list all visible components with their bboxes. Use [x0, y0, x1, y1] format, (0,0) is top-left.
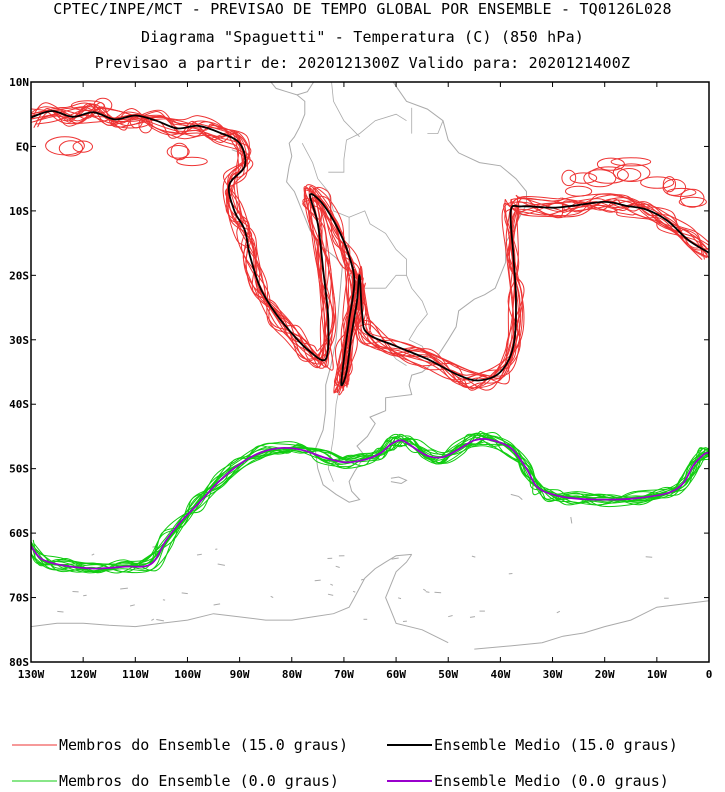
member-contour-15c: [610, 157, 652, 167]
longitude-axis: 130W 120W 110W 100W 90W 80W 70W 60W 50W 40W 30W 20W…: [18, 82, 713, 681]
member-contour-15c: [640, 176, 675, 189]
lon-tick-label: 110W: [122, 668, 149, 681]
lat-tick-label: 30S: [9, 334, 29, 347]
member-contour-15c: [596, 157, 625, 171]
member-contour-15c: [93, 97, 113, 113]
member-contour-15c: [176, 156, 208, 167]
member-contour-15c: [166, 145, 190, 159]
member-contour-15c: [583, 169, 617, 188]
lon-tick-label: 30W: [543, 668, 563, 681]
member-contour-15c: [37, 106, 709, 389]
member-contour-15c: [666, 187, 697, 197]
chart-subtitle: Diagrama "Spaguetti" - Temperatura (C) (…: [140, 28, 585, 46]
lon-tick-label: 10W: [647, 668, 667, 681]
lat-tick-label: EQ: [16, 140, 30, 153]
lat-tick-label: 10N: [9, 76, 29, 89]
member-contour-15c: [569, 172, 598, 184]
ensemble-mean-layer: [31, 110, 709, 570]
lon-tick-label: 50W: [438, 668, 458, 681]
lon-tick-label: 40W: [490, 668, 510, 681]
lat-tick-label: 50S: [9, 463, 29, 476]
legend-red-label: Membros do Ensemble (15.0 graus): [59, 736, 348, 754]
map-background: [31, 82, 709, 662]
lon-tick-label: 20W: [595, 668, 615, 681]
member-contour-15c: [170, 142, 189, 161]
lon-tick-label: 90W: [230, 668, 250, 681]
member-contour-15c: [612, 163, 651, 182]
member-contour-15c: [561, 169, 577, 187]
lon-tick-label: 100W: [174, 668, 201, 681]
member-contour-15c: [72, 140, 94, 153]
legend-black-label: Ensemble Medio (15.0 graus): [434, 736, 678, 754]
member-contour-15c: [679, 188, 705, 208]
lon-tick-label: 130W: [18, 668, 45, 681]
member-contour-15c: [565, 185, 593, 197]
member-contour-15c: [662, 176, 677, 193]
mean-contour-15c: [31, 110, 709, 387]
lat-tick-label: 60S: [9, 527, 29, 540]
member-contour-0c: [34, 434, 709, 574]
forecast-validity: Previsao a partir de: 2020121300Z Valido…: [94, 54, 631, 72]
member-contour-15c: [58, 140, 84, 157]
lon-tick-label: 0: [706, 668, 713, 681]
member-contour-15c: [38, 110, 703, 394]
legend-purple-label: Ensemble Medio (0.0 graus): [434, 772, 669, 790]
lat-tick-label: 10S: [9, 205, 29, 218]
lon-tick-label: 60W: [386, 668, 406, 681]
member-contour-15c: [70, 100, 105, 111]
lat-tick-label: 70S: [9, 592, 29, 605]
lon-tick-label: 70W: [334, 668, 354, 681]
member-contour-15c: [588, 166, 629, 184]
lon-tick-label: 80W: [282, 668, 302, 681]
lat-tick-label: 80S: [9, 656, 29, 669]
lat-tick-label: 40S: [9, 398, 29, 411]
member-contour-0c: [31, 433, 709, 566]
map-frame: [30, 81, 710, 663]
latitude-axis: 10N EQ 10S 20S 30S 40S 50S 60S 70S 80S: [9, 76, 709, 669]
member-contour-0c: [34, 433, 709, 570]
member-contour-15c: [678, 196, 707, 208]
legend: Membros do Ensemble (15.0 graus) Ensembl…: [12, 736, 678, 790]
lat-tick-label: 20S: [9, 269, 29, 282]
legend-green-label: Membros do Ensemble (0.0 graus): [59, 772, 339, 790]
member-contour-0c: [32, 435, 709, 573]
lon-tick-label: 120W: [70, 668, 97, 681]
chart-title: CPTEC/INPE/MCT - PREVISAO DE TEMPO GLOBA…: [53, 0, 672, 18]
mean-contour-0c: [31, 437, 709, 570]
